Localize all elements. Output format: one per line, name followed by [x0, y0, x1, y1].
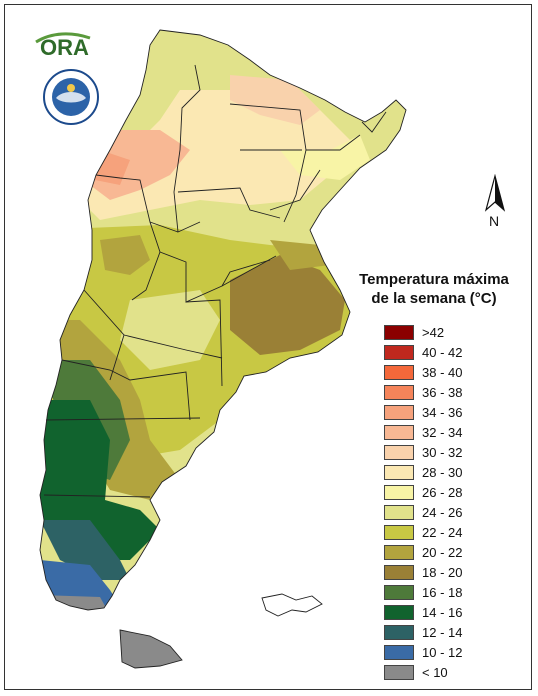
- legend-swatch: [384, 524, 414, 540]
- legend-item: 10 - 12: [384, 642, 524, 662]
- smn-logo: [42, 68, 100, 126]
- legend-swatch: [384, 644, 414, 660]
- legend-label: 30 - 32: [422, 444, 463, 460]
- legend-item: 32 - 34: [384, 422, 524, 442]
- legend-label: 34 - 36: [422, 404, 463, 420]
- legend-swatch: [384, 444, 414, 460]
- legend-item: 36 - 38: [384, 382, 524, 402]
- legend-swatch: [384, 324, 414, 340]
- legend-item: 24 - 26: [384, 502, 524, 522]
- legend-swatch: [384, 384, 414, 400]
- legend-swatch: [384, 404, 414, 420]
- north-label: N: [489, 213, 499, 229]
- legend-swatch: [384, 584, 414, 600]
- malvinas-islands: [261, 593, 323, 617]
- legend-label: 38 - 40: [422, 364, 463, 380]
- legend-item: 30 - 32: [384, 442, 524, 462]
- legend-swatch: [384, 424, 414, 440]
- legend-label: >42: [422, 324, 445, 340]
- legend-swatch: [384, 364, 414, 380]
- legend-swatch: [384, 624, 414, 640]
- legend-swatch: [384, 344, 414, 360]
- legend-title: Temperatura máxima de la semana (°C): [359, 271, 509, 307]
- legend-item: 14 - 16: [384, 602, 524, 622]
- legend-label: < 10: [422, 664, 448, 680]
- legend-label: 12 - 14: [422, 624, 463, 640]
- ora-logo-text: ORA: [40, 35, 89, 58]
- legend-item: 38 - 40: [384, 362, 524, 382]
- tierra-del-fuego: [119, 629, 183, 669]
- legend-item: 26 - 28: [384, 482, 524, 502]
- north-arrow: N: [478, 173, 512, 230]
- legend-item: 40 - 42: [384, 342, 524, 362]
- legend-swatch: [384, 504, 414, 520]
- legend-label: 20 - 22: [422, 544, 463, 560]
- legend-item: 20 - 22: [384, 542, 524, 562]
- legend-swatch: [384, 604, 414, 620]
- legend-swatch: [384, 464, 414, 480]
- legend-label: 14 - 16: [422, 604, 463, 620]
- legend-label: 32 - 34: [422, 424, 463, 440]
- legend-swatch: [384, 484, 414, 500]
- legend-label: 18 - 20: [422, 564, 463, 580]
- legend-item: 34 - 36: [384, 402, 524, 422]
- ora-logo: ORA: [34, 28, 104, 60]
- legend-items: >42 40 - 42 38 - 40 36 - 38 34 - 36 32 - 34 30…: [384, 322, 524, 682]
- legend-label: 22 - 24: [422, 524, 463, 540]
- legend: Temperatura máxima de la semana (°C) >42…: [344, 270, 524, 682]
- legend-label: 28 - 30: [422, 464, 463, 480]
- legend-item: 28 - 30: [384, 462, 524, 482]
- legend-label: 10 - 12: [422, 644, 463, 660]
- legend-item: < 10: [384, 662, 524, 682]
- legend-item: >42: [384, 322, 524, 342]
- legend-item: 22 - 24: [384, 522, 524, 542]
- legend-item: 12 - 14: [384, 622, 524, 642]
- legend-item: 18 - 20: [384, 562, 524, 582]
- legend-swatch: [384, 544, 414, 560]
- legend-label: 36 - 38: [422, 384, 463, 400]
- legend-label: 16 - 18: [422, 584, 463, 600]
- legend-label: 40 - 42: [422, 344, 463, 360]
- legend-label: 26 - 28: [422, 484, 463, 500]
- legend-label: 24 - 26: [422, 504, 463, 520]
- legend-swatch: [384, 564, 414, 580]
- legend-swatch: [384, 664, 414, 680]
- legend-item: 16 - 18: [384, 582, 524, 602]
- map-frame: [4, 4, 532, 690]
